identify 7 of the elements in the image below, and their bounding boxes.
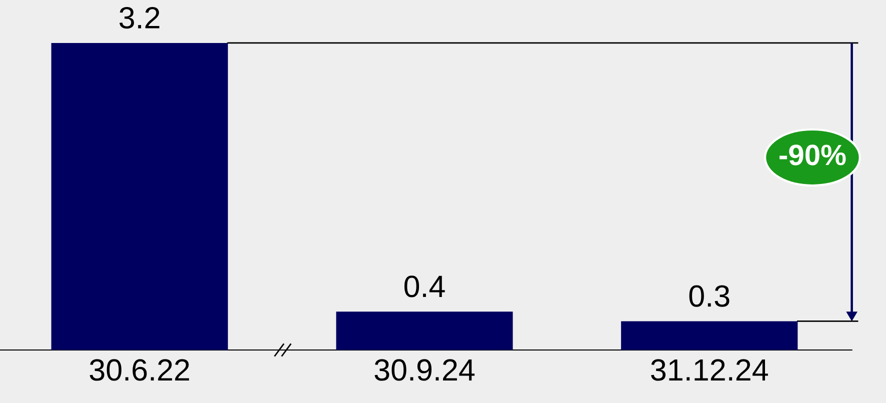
data-label: 3.2: [120, 6, 160, 29]
data-label: 0.4: [404, 276, 445, 298]
x-tick-label: 30.6.22: [90, 359, 190, 381]
x-tick-label: 30.9.24: [374, 359, 475, 381]
x-tick-label: 31.12.24: [651, 359, 768, 381]
data-label: 0.3: [689, 285, 730, 307]
annotation: -90%: [780, 144, 846, 166]
